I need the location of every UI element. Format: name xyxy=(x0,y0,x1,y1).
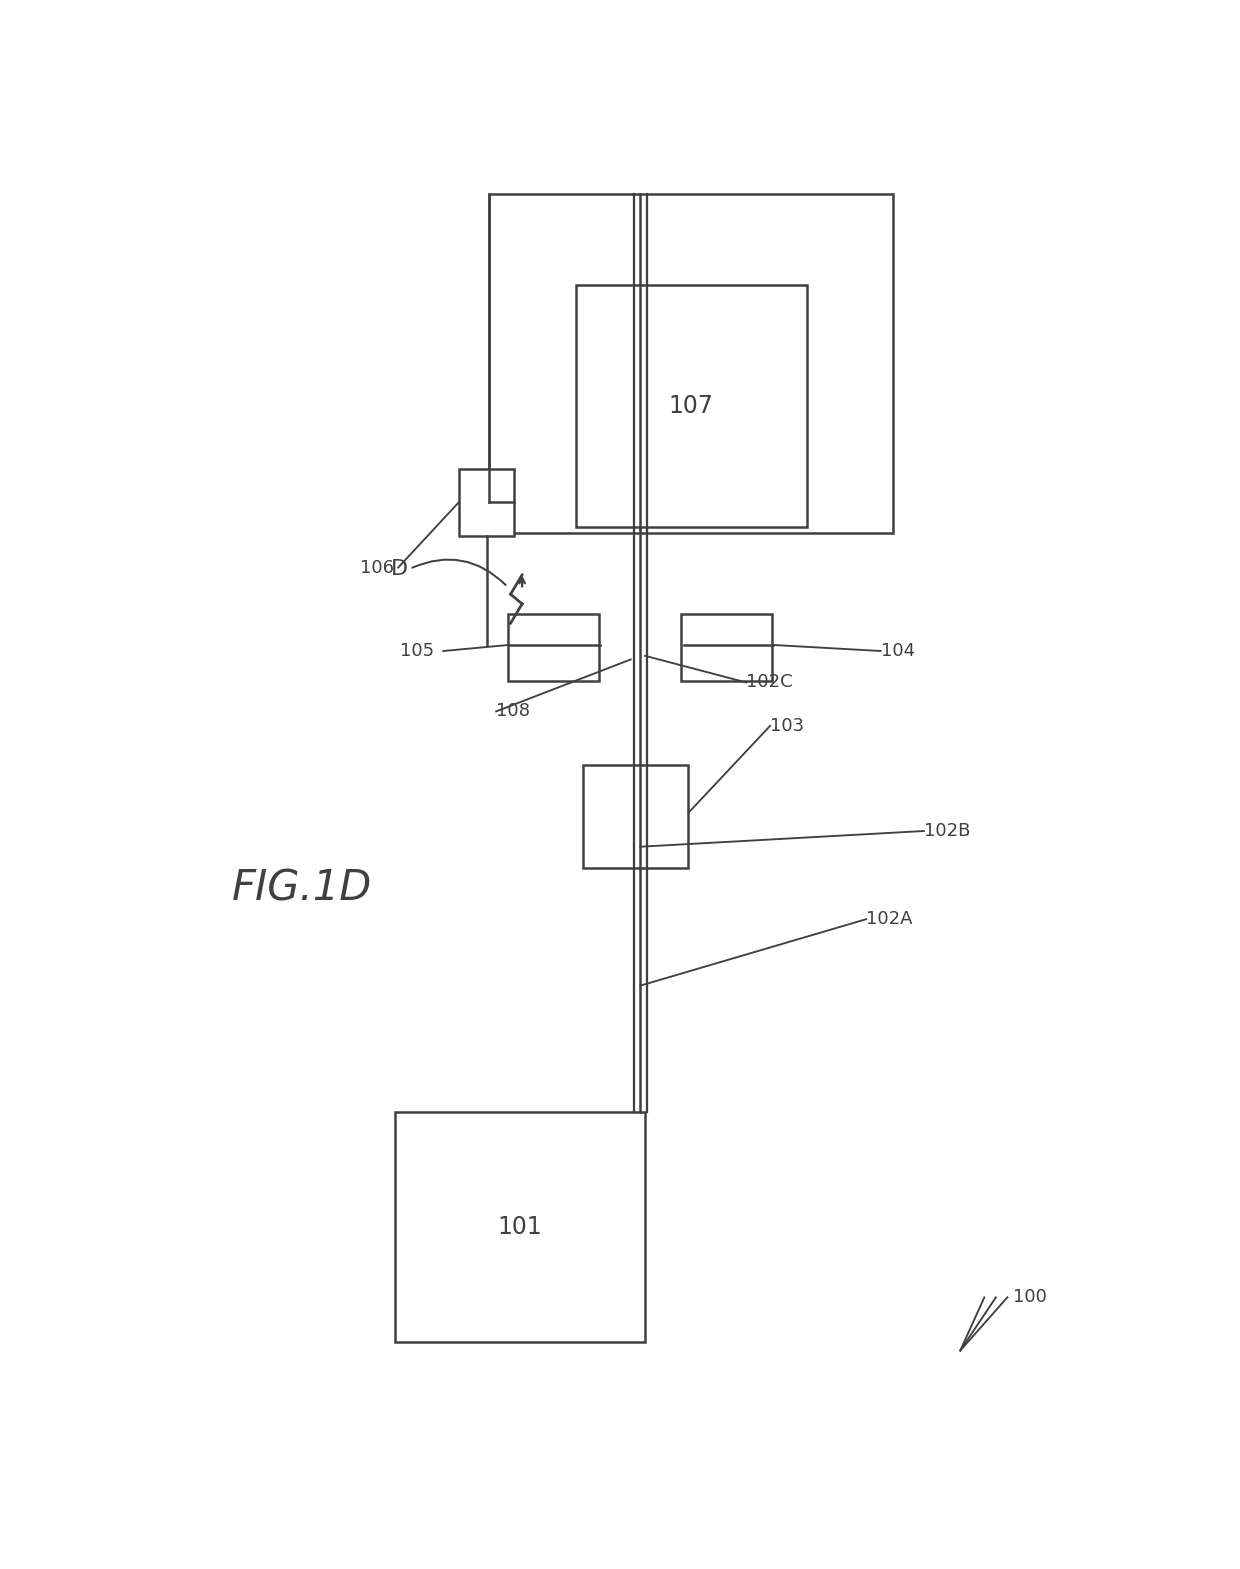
Text: D: D xyxy=(391,559,408,579)
Bar xyxy=(583,766,688,868)
Text: 100: 100 xyxy=(1013,1288,1047,1307)
Text: FIG.1D: FIG.1D xyxy=(232,868,372,910)
Text: 106: 106 xyxy=(360,559,393,577)
Bar xyxy=(490,195,893,532)
Text: 102A: 102A xyxy=(866,910,913,929)
Bar xyxy=(575,286,806,527)
Text: 104: 104 xyxy=(880,642,915,661)
Text: 101: 101 xyxy=(497,1216,543,1240)
Bar xyxy=(396,1112,645,1341)
Bar xyxy=(681,613,773,681)
Text: 105: 105 xyxy=(401,642,434,661)
Text: 102C: 102C xyxy=(746,673,792,692)
Bar xyxy=(459,469,515,535)
Text: 103: 103 xyxy=(770,717,805,734)
Text: 107: 107 xyxy=(668,394,714,417)
Text: 108: 108 xyxy=(496,703,531,720)
Text: 102B: 102B xyxy=(924,822,970,839)
Bar xyxy=(508,613,599,681)
